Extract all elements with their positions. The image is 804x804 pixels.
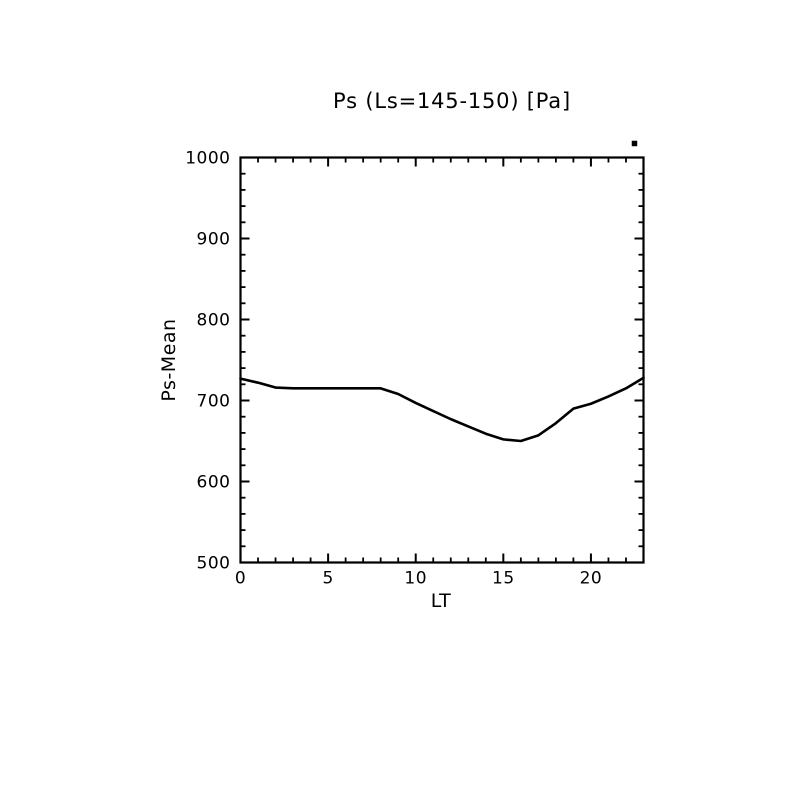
y-tick-label: 700 [197,392,231,412]
plot-frame [239,156,645,564]
y-tick-label: 900 [197,230,231,250]
axis-title-group: LT Ps-Mean [158,318,451,612]
chart-title: Ps (Ls=145-150) [Pa] [333,89,571,113]
x-tick-label: 5 [322,569,333,589]
y-axis-title: Ps-Mean [158,318,180,401]
data-line-ps-mean [239,376,645,443]
data-series-group [239,376,645,443]
y-tick-label: 500 [197,554,231,574]
x-tick-label: 15 [492,569,515,589]
x-tick-label: 0 [235,569,246,589]
x-tick-label: 20 [580,569,603,589]
annotation-group [631,140,638,147]
y-tick-label: 1000 [185,149,230,169]
x-tick-label: 10 [404,569,427,589]
plot-border [239,156,645,564]
x-axis-title: LT [431,590,452,612]
y-tick-label: 800 [197,311,231,331]
chart-title-group: Ps (Ls=145-150) [Pa] [333,89,571,113]
x-tick-labels: 0 5 10 15 20 [235,569,602,589]
y-tick-labels: 500 600 700 800 900 1000 [185,149,230,574]
axis-ticks [239,156,645,564]
stray-dot-icon [631,140,638,147]
y-tick-label: 600 [197,473,231,493]
